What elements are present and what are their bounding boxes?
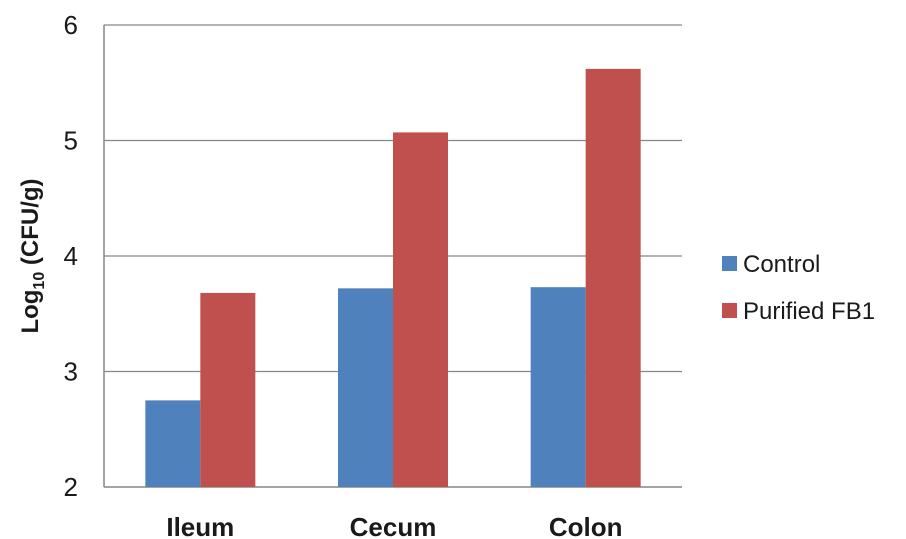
x-tick-label: Cecum	[350, 512, 437, 539]
y-tick-label: 5	[64, 126, 78, 156]
y-axis-title-subscript: 10	[31, 272, 48, 290]
y-axis-title: Log10 (CFU/g)	[17, 178, 48, 333]
bars	[145, 68, 641, 488]
bar-purified-fb1-ileum	[200, 292, 256, 487]
bar-control-colon	[530, 287, 586, 487]
y-axis-title-prefix: Log	[17, 290, 44, 334]
bar-purified-fb1-cecum	[393, 132, 448, 488]
x-tick-label: Colon	[549, 512, 623, 539]
legend: Control Purified FB1	[722, 251, 875, 325]
legend-label: Control	[743, 251, 820, 278]
legend-swatch	[722, 256, 737, 271]
y-tick-label: 2	[64, 472, 78, 502]
x-tick-labels: Ileum Cecum Colon	[166, 512, 622, 539]
bar-control-ileum	[145, 400, 201, 487]
y-tick-label: 4	[64, 241, 78, 271]
y-tick-label: 6	[64, 10, 78, 40]
legend-label: Purified FB1	[743, 298, 875, 325]
y-tick-label: 3	[64, 357, 78, 387]
bar-purified-fb1-colon	[585, 68, 641, 487]
legend-swatch	[722, 303, 737, 318]
y-tick-labels: 2 3 4 5 6	[64, 10, 78, 502]
bar-control-cecum	[338, 288, 393, 487]
x-tick-label: Ileum	[166, 512, 234, 539]
y-axis-title-suffix: (CFU/g)	[17, 178, 44, 271]
